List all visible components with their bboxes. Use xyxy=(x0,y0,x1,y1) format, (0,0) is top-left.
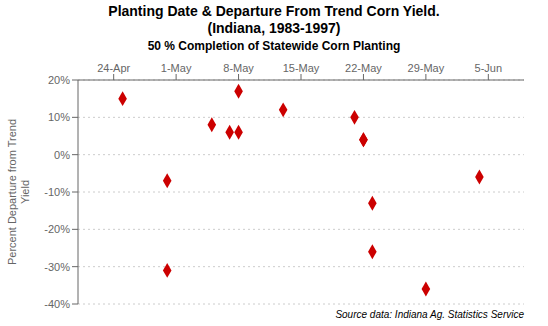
svg-text:-40%: -40% xyxy=(44,298,70,308)
svg-text:24-Apr: 24-Apr xyxy=(97,62,130,74)
html-text:(Indiana, 1983-1997): (Indiana, 1983-1997) xyxy=(207,20,341,36)
svg-text:-20%: -20% xyxy=(44,223,70,235)
svg-text:22-May: 22-May xyxy=(345,62,382,74)
svg-text:-10%: -10% xyxy=(44,186,70,198)
svg-text:-30%: -30% xyxy=(44,261,70,273)
html-text:Planting Date & Departure From: Planting Date & Departure From Trend Cor… xyxy=(108,3,440,19)
svg-text:0%: 0% xyxy=(54,149,70,161)
svg-text:8-May: 8-May xyxy=(223,62,254,74)
html-text:50 % Completion of Statewide C: 50 % Completion of Statewide Corn Planti… xyxy=(147,39,401,53)
svg-text:20%: 20% xyxy=(48,74,70,86)
svg-text:10%: 10% xyxy=(48,111,70,123)
svg-text:1-May: 1-May xyxy=(161,62,192,74)
svg-text:Percent Departure from TrendYi: Percent Departure from TrendYield xyxy=(8,119,31,265)
svg-text:15-May: 15-May xyxy=(283,62,320,74)
html-text:Source data: Indiana Ag. Stati: Source data: Indiana Ag. Statistics Serv… xyxy=(335,309,524,320)
svg-text:5-Jun: 5-Jun xyxy=(475,62,503,74)
svg-text:29-May: 29-May xyxy=(408,62,445,74)
